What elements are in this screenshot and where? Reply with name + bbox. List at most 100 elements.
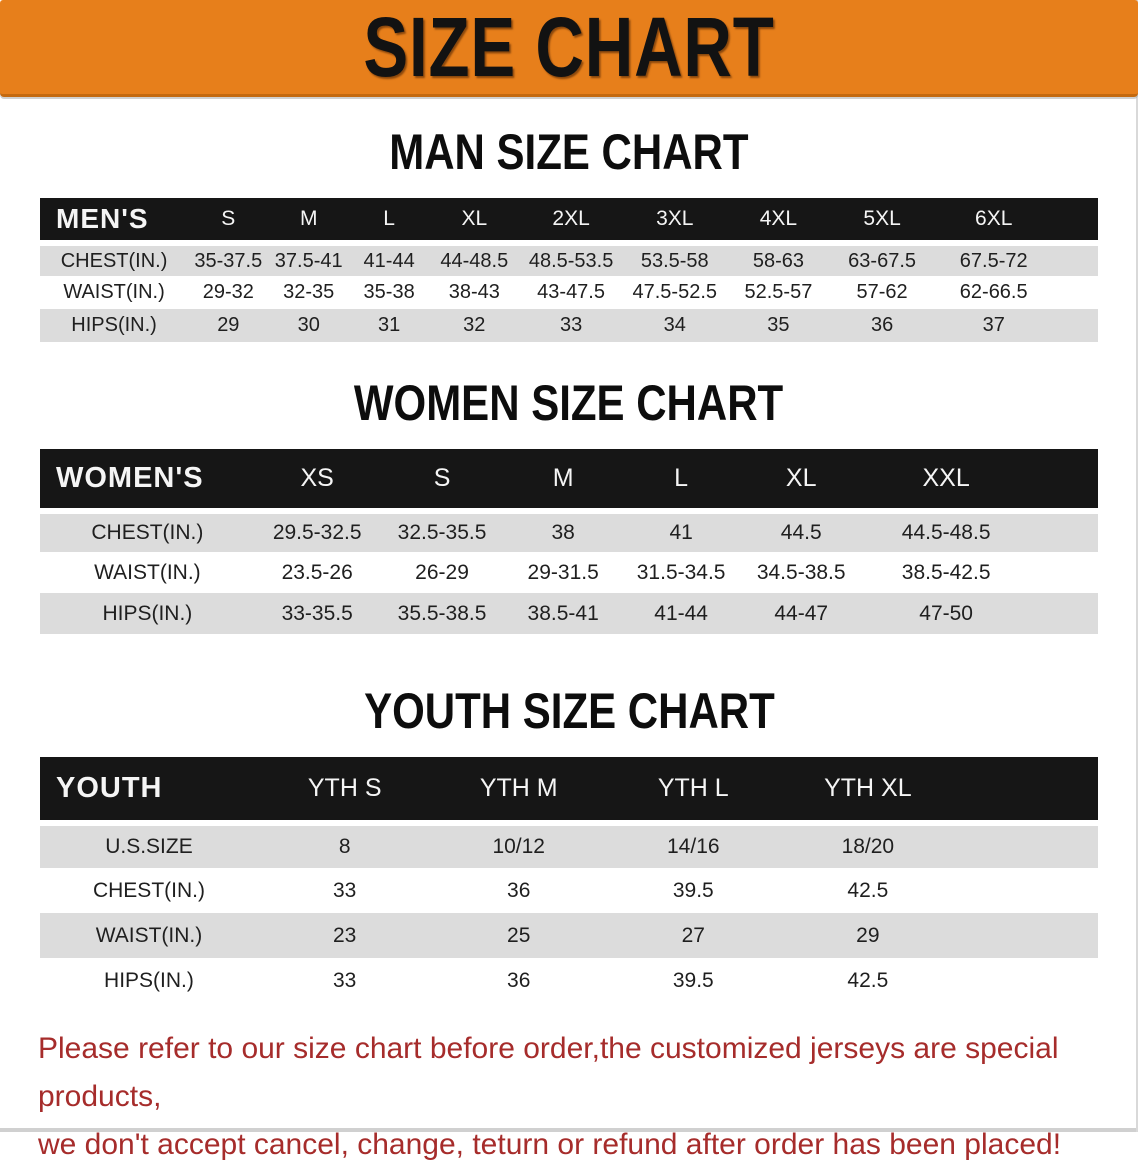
header-spacer-cell [955,757,1098,823]
measurement-value-cell: 44-47 [774,601,829,625]
size-column-header: YTH S [257,757,432,823]
table-title-cell: WOMEN'S [40,449,255,511]
measurement-value-cell: 32-35 [283,281,335,303]
row-spacer-cell [955,868,1098,913]
size-column-header: M [268,198,349,243]
measurement-row: CHEST(IN.) 33 36 39.5 42.5 [40,868,1098,913]
measurement-row: WAIST(IN.) 29-32 32-35 35-38 38-43 43-47.5 47.… [40,276,1098,309]
measurement-value-cell: 44.5-48.5 [862,508,1031,552]
disclaimer-line-1: Please refer to our size chart before or… [38,1032,1059,1113]
youth-section-heading-text: YOUTH SIZE CHART [363,683,775,739]
measurement-value-cell: 35.5-38.5 [397,601,487,625]
disclaimer-line-2: we don't accept cancel, change, teturn o… [38,1128,1062,1161]
measurement-value-cell: 35 [767,314,790,336]
size-column-header: 4XL [726,198,831,243]
measurement-row: U.S.SIZE 8 10/12 14/16 18/20 [40,820,1098,868]
measurement-label-cell: HIPS(IN.) [71,314,157,336]
page-title: SIZE CHART [363,0,775,94]
measurement-value-cell: 67.5-72 [933,240,1054,276]
measurement-label-cell: CHEST(IN.) [92,878,205,902]
measurement-value-cell: 33 [333,878,357,902]
measurement-value-cell: 10/12 [431,820,606,868]
size-column-header: L [621,449,741,511]
measurement-value-cell: 35-38 [363,281,415,303]
table-title-cell: YOUTH [40,757,258,823]
measurement-value-cell: 53.5-58 [622,240,727,276]
measurement-value-cell: 43-47.5 [537,281,605,303]
measurement-value-cell: 14/16 [606,820,781,868]
measurement-value-cell: 18/20 [780,820,956,868]
measurement-value-cell: 41 [621,508,741,552]
measurement-value-cell: 44-48.5 [429,240,520,276]
measurement-value-cell: 23.5-26 [281,560,353,584]
men-size-table: MEN'S S M L XL 2XL 3XL 4XL 5XL 6XL CHEST(IN.) 35-37… [40,198,1098,342]
size-chart-banner: SIZE CHART [0,0,1138,97]
size-column-header: S [379,449,505,511]
measurement-value-cell: 42.5 [847,968,889,992]
measurement-value-cell: 37 [982,314,1005,336]
measurement-row: CHEST(IN.) 29.5-32.5 32.5-35.5 38 41 44.5 44.5… [40,508,1098,552]
measurement-row: CHEST(IN.) 35-37.5 37.5-41 41-44 44-48.5 48.5… [40,240,1098,276]
measurement-row: WAIST(IN.) 23.5-26 26-29 29-31.5 31.5-34.5 34… [40,552,1098,593]
men-section-heading: MAN SIZE CHART [0,127,1138,177]
size-column-header: L [348,198,430,243]
size-column-header: XL [740,449,863,511]
measurement-value-cell: 58-63 [726,240,831,276]
measurement-value-cell: 29.5-32.5 [254,508,380,552]
measurement-row: HIPS(IN.) 33 36 39.5 42.5 [40,958,1098,1003]
size-column-header: M [504,449,622,511]
order-disclaimer: Please refer to our size chart before or… [38,1025,1112,1169]
measurement-row: WAIST(IN.) 23 25 27 29 [40,913,1098,958]
measurement-value-cell: 36 [870,314,894,336]
size-column-header: XS [254,449,380,511]
measurement-value-cell: 38.5-42.5 [901,560,991,584]
measurement-value-cell: 41-44 [654,601,708,625]
measurement-value-cell: 32.5-35.5 [379,508,505,552]
measurement-value-cell: 52.5-57 [744,281,813,303]
measurement-value-cell: 26-29 [415,560,469,584]
youth-size-table: YOUTH YTH S YTH M YTH L YTH XL U.S.SIZE 8 10/12… [40,757,1098,1003]
measurement-value-cell: 34 [663,314,686,336]
measurement-value-cell: 27 [681,923,705,947]
measurement-value-cell: 48.5-53.5 [519,240,623,276]
row-spacer-cell [1030,593,1098,634]
size-column-header: YTH XL [780,757,956,823]
measurement-value-cell: 41-44 [348,240,430,276]
measurement-value-cell: 29-32 [202,281,254,303]
measurement-value-cell: 33 [559,314,583,336]
measurement-value-cell: 42.5 [847,878,889,902]
measurement-value-cell: 47.5-52.5 [632,281,718,303]
size-column-header: 6XL [933,198,1054,243]
measurement-value-cell: 30 [297,314,320,336]
measurement-label-cell: WAIST(IN.) [95,923,203,947]
women-section-heading: WOMEN SIZE CHART [0,378,1138,428]
measurement-label-cell: WAIST(IN.) [63,281,165,303]
measurement-value-cell: 37.5-41 [268,240,349,276]
measurement-row: HIPS(IN.) 29 30 31 32 33 34 35 36 37 [40,309,1098,342]
measurement-value-cell: 29-31.5 [527,560,599,584]
row-spacer-cell [955,913,1098,958]
measurement-value-cell: 38.5-41 [527,601,599,625]
measurement-value-cell: 36 [507,968,531,992]
size-column-header: XXL [862,449,1031,511]
row-spacer-cell [955,958,1098,1003]
row-spacer-cell [1053,309,1098,342]
row-spacer-cell [1053,240,1098,276]
measurement-label-cell: HIPS(IN.) [102,601,193,625]
size-column-header: YTH L [606,757,781,823]
measurement-label-cell: HIPS(IN.) [104,968,194,992]
size-column-header: YTH M [431,757,606,823]
measurement-label-cell: CHEST(IN.) [40,240,189,276]
measurement-value-cell: 35-37.5 [188,240,269,276]
measurement-value-cell: 57-62 [856,281,908,303]
table-title-cell: MEN'S [40,198,189,243]
measurement-value-cell: 29 [856,923,880,947]
measurement-label-cell: U.S.SIZE [40,820,258,868]
measurement-value-cell: 31.5-34.5 [636,560,726,584]
measurement-value-cell: 32 [463,314,486,336]
measurement-label-cell: WAIST(IN.) [94,560,201,584]
header-spacer-cell [1030,449,1098,511]
size-table-header-row: WOMEN'S XS S M L XL XXL [40,449,1098,511]
size-table-header-row: YOUTH YTH S YTH M YTH L YTH XL [40,757,1098,823]
